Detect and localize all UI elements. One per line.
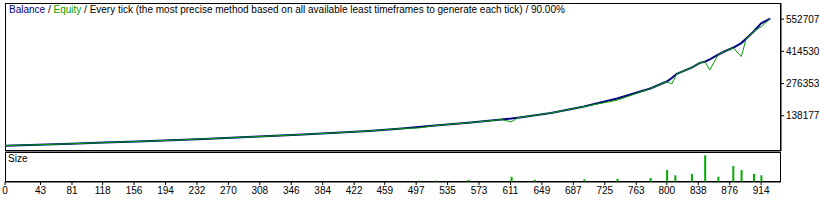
svg-text:838: 838 [690,185,707,196]
svg-text:497: 497 [408,185,425,196]
svg-text:346: 346 [283,185,300,196]
svg-text:914: 914 [753,185,770,196]
svg-text:276353: 276353 [786,78,812,89]
svg-text:800: 800 [658,185,675,196]
svg-text:0: 0 [8,185,9,196]
svg-text:611: 611 [502,185,518,196]
svg-text:194: 194 [157,185,174,196]
svg-text:687: 687 [565,185,582,196]
svg-text:535: 535 [439,185,456,196]
svg-text:43: 43 [35,185,47,196]
svg-text:81: 81 [66,185,78,196]
svg-text:138177: 138177 [786,110,812,121]
svg-text:270: 270 [220,185,237,196]
svg-text:573: 573 [471,185,488,196]
svg-text:876: 876 [721,185,738,196]
svg-text:232: 232 [189,185,206,196]
svg-text:384: 384 [314,185,331,196]
html-text:Balance / Equity / Every tick: Balance / Equity / Every tick (the most … [9,4,565,15]
html-text:Size: Size [8,153,28,164]
svg-text:156: 156 [126,185,143,196]
svg-text:422: 422 [346,185,363,196]
svg-text:118: 118 [95,185,111,196]
svg-text:725: 725 [596,185,613,196]
svg-text:459: 459 [376,185,393,196]
svg-text:552707: 552707 [786,14,812,25]
svg-text:414530: 414530 [786,46,812,57]
svg-text:763: 763 [628,185,645,196]
svg-text:649: 649 [534,185,551,196]
svg-text:308: 308 [251,185,268,196]
